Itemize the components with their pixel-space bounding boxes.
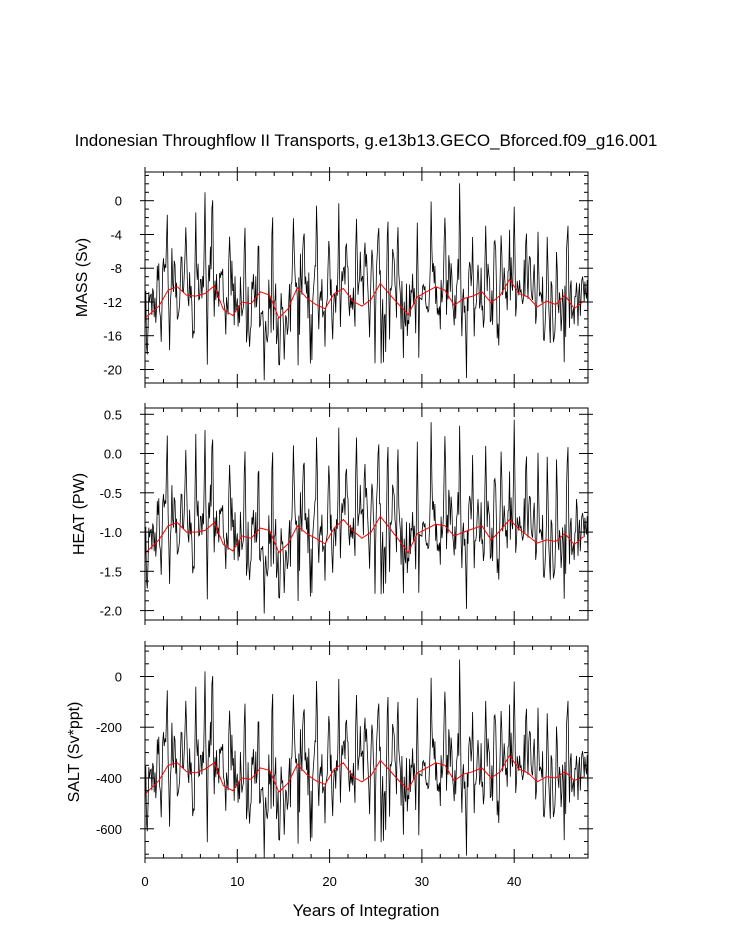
- mass-monthly-line: [144, 183, 589, 381]
- mass-y-tick-label: 0: [115, 194, 122, 209]
- figure-title: Indonesian Throughflow II Transports, g.…: [75, 131, 658, 150]
- heat-y-axis-label: HEAT (PW): [71, 473, 88, 555]
- mass-monthly-series: [144, 183, 589, 381]
- panel-heat: 0.5 0.0 -0.5 -1.0 -1.5 -2.0 HEAT (PW): [71, 403, 593, 625]
- panel-mass: 0 -4 -8 -12 -16 -20 MASS (Sv): [74, 167, 593, 388]
- mass-y-tick-label: -12: [103, 295, 122, 310]
- heat-annual-mean-line: [145, 515, 584, 554]
- heat-y-ticks: 0.5 0.0 -0.5 -1.0 -1.5 -2.0: [100, 407, 593, 619]
- mass-y-axis-label: MASS (Sv): [74, 238, 91, 317]
- mass-annual-mean-line: [145, 278, 584, 319]
- salt-y-tick-label: -600: [96, 822, 122, 837]
- heat-y-tick-label: 0.0: [104, 447, 122, 462]
- mass-y-tick-label: -20: [103, 363, 122, 378]
- x-axis-label: Years of Integration: [293, 901, 440, 920]
- heat-x-ticks: [144, 403, 589, 625]
- mass-plot-frame: [144, 171, 589, 384]
- mass-y-ticks: 0 -4 -8 -12 -16 -20: [103, 174, 593, 379]
- mass-annual-mean-series: [145, 278, 584, 319]
- x-tick-label: 20: [322, 874, 336, 889]
- mass-y-tick-label: -4: [110, 228, 122, 243]
- heat-y-tick-label: -2.0: [100, 604, 122, 619]
- salt-y-tick-label: 0: [115, 670, 122, 685]
- heat-plot-frame: [144, 407, 589, 621]
- salt-x-ticks: [144, 641, 589, 863]
- x-tick-label: 30: [415, 874, 429, 889]
- x-tick-labels: 0 10 20 30 40: [141, 874, 521, 889]
- salt-monthly-series: [144, 659, 589, 859]
- panel-salt: 0 -200 -400 -600 SALT (Sv*ppt): [66, 641, 593, 863]
- heat-y-tick-label: -0.5: [100, 486, 122, 501]
- heat-y-tick-label: -1.5: [100, 564, 122, 579]
- mass-y-tick-label: -16: [103, 329, 122, 344]
- salt-annual-mean-series: [145, 754, 584, 794]
- heat-monthly-series: [144, 419, 589, 614]
- salt-y-ticks: 0 -200 -400 -600: [96, 650, 593, 855]
- salt-y-tick-label: -200: [96, 720, 122, 735]
- salt-y-axis-label: SALT (Sv*ppt): [66, 702, 83, 803]
- mass-y-tick-label: -8: [110, 261, 122, 276]
- x-tick-label: 0: [141, 874, 148, 889]
- salt-monthly-line: [144, 659, 589, 859]
- heat-annual-mean-series: [145, 515, 584, 554]
- salt-plot-frame: [144, 645, 589, 859]
- x-tick-label: 40: [507, 874, 521, 889]
- heat-y-tick-label: 0.5: [104, 407, 122, 422]
- heat-y-tick-label: -1.0: [100, 525, 122, 540]
- salt-annual-mean-line: [145, 754, 584, 794]
- x-tick-label: 10: [230, 874, 244, 889]
- heat-monthly-line: [144, 419, 589, 614]
- salt-y-tick-label: -400: [96, 771, 122, 786]
- mass-x-ticks: [144, 167, 589, 388]
